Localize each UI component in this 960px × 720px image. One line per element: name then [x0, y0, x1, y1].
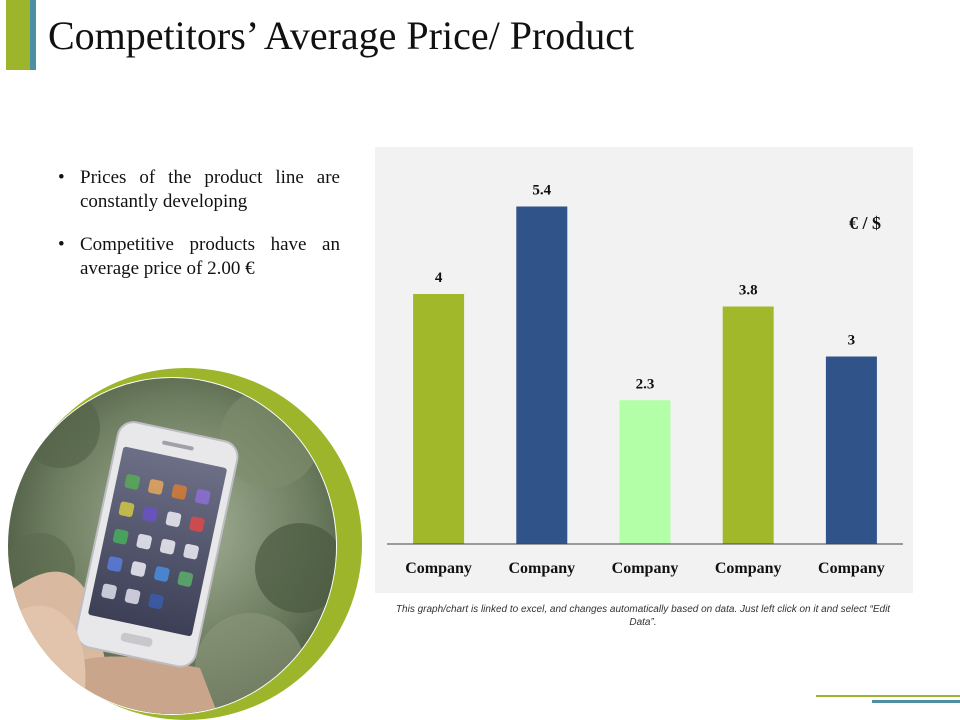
category-label-3: Company: [612, 560, 679, 577]
bar-1: [413, 294, 465, 544]
bar-5: [825, 356, 877, 544]
bar-chart: € / $ 4 Company 5.4 Company 2.3 Company 3.8 Com…: [375, 147, 913, 593]
category-label-4: Company: [715, 560, 782, 577]
data-label-4: 3.8: [739, 283, 758, 299]
data-label-5: 3: [848, 333, 856, 349]
bar-3: [619, 400, 671, 544]
category-label-2: Company: [508, 560, 575, 577]
data-label-3: 2.3: [636, 376, 655, 392]
footer-accent-green: [816, 695, 960, 697]
bullet-item: • Competitive products have an average pr…: [58, 233, 340, 281]
bar-4: [722, 306, 774, 544]
bullet-text: Competitive products have an average pri…: [80, 234, 340, 279]
data-label-1: 4: [435, 270, 443, 286]
unit-annotation: € / $: [849, 213, 881, 233]
category-label-5: Company: [818, 560, 885, 577]
bullet-text: Prices of the product line are constantl…: [80, 167, 340, 212]
data-label-2: 5.4: [532, 183, 551, 199]
title-accent-blue: [30, 0, 36, 70]
bullet-list: • Prices of the product line are constant…: [58, 166, 340, 300]
slide-title: Competitors’ Average Price/ Product: [48, 13, 635, 58]
title-accent-green: [6, 0, 30, 70]
bullet-dot-icon: •: [58, 167, 65, 188]
bar-2: [516, 206, 568, 544]
bullet-item: • Prices of the product line are constant…: [58, 166, 340, 214]
smartphone-photo-icon: [7, 368, 362, 720]
chart-footnote: This graph/chart is linked to excel, and…: [395, 604, 891, 628]
footer-accent-blue: [872, 700, 960, 703]
category-label-1: Company: [405, 560, 472, 577]
bullet-dot-icon: •: [58, 234, 65, 255]
